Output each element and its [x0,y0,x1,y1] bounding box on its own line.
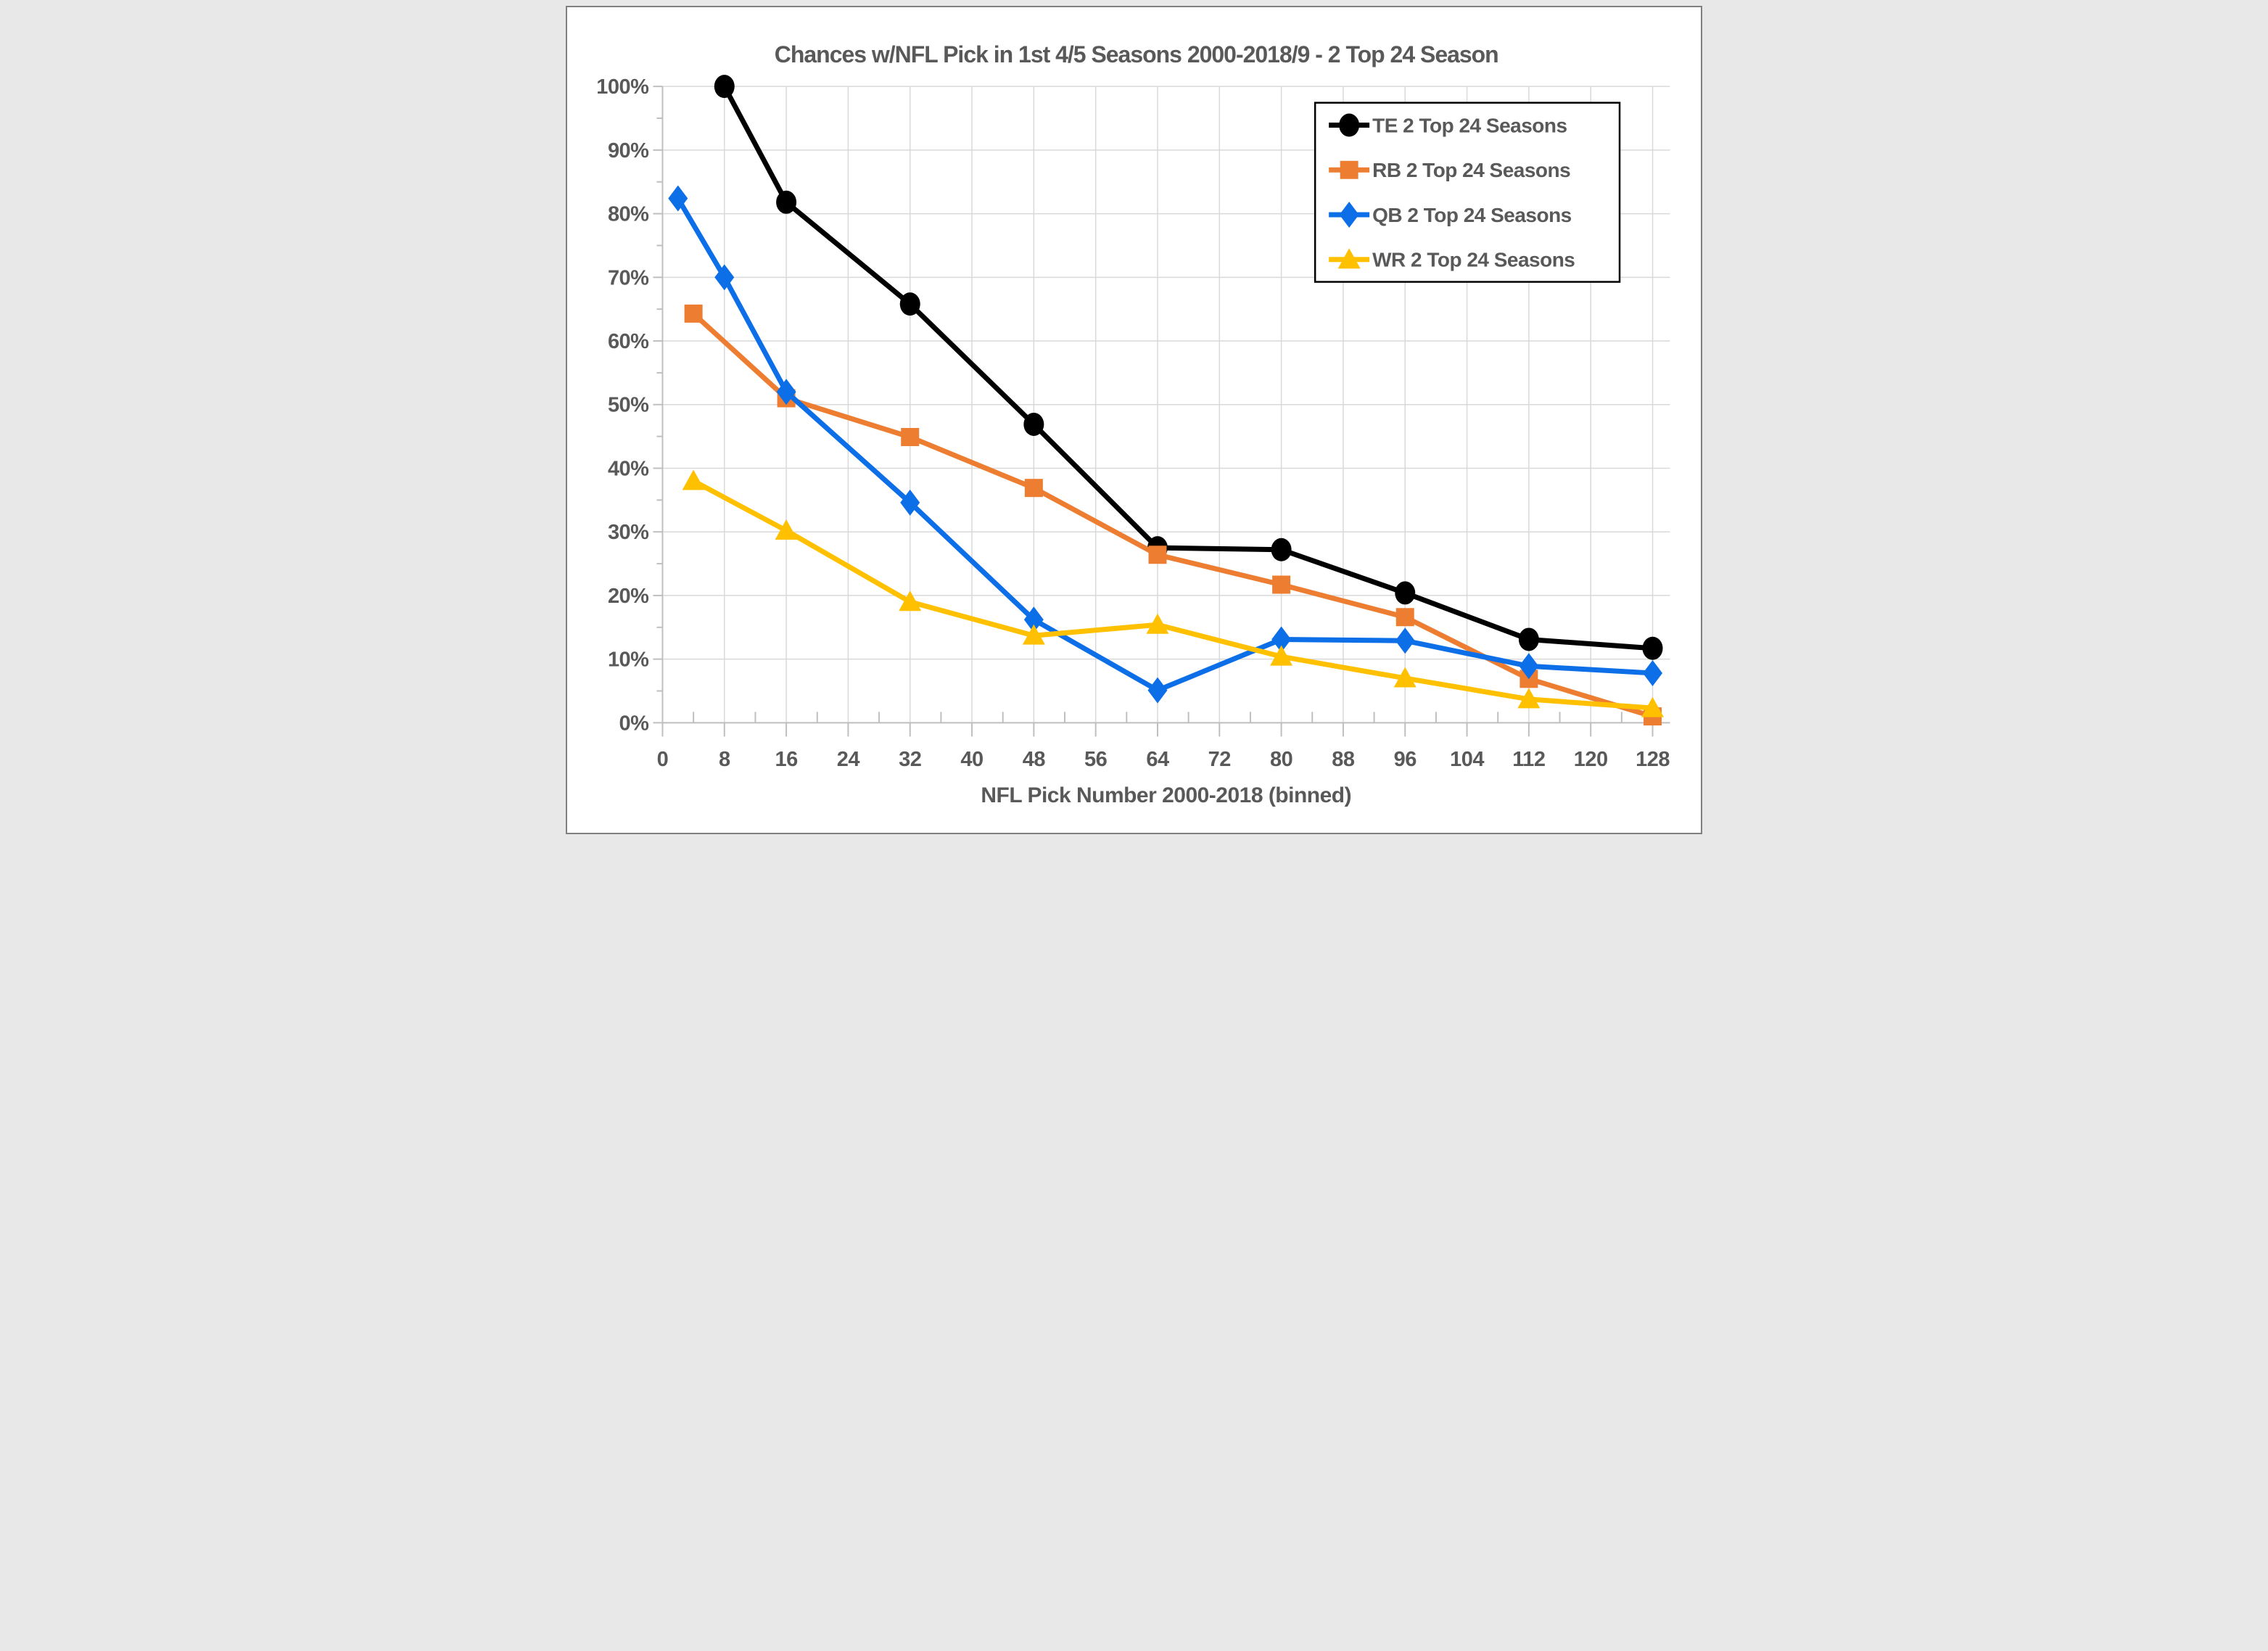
chart-title: Chances w/NFL Pick in 1st 4/5 Seasons 20… [775,41,1498,67]
legend-triangle-marker [1337,248,1361,269]
legend-label: WR 2 Top 24 Seasons [1372,249,1575,271]
y-tick-labels: 0% 10% 20% 30% 40% 50% 60% 70% 80% 90% 100% [596,75,649,735]
triangle-marker [1022,624,1045,645]
legend: TE 2 Top 24 Seasons RB 2 Top 24 Seasons QB… [1314,102,1621,283]
diamond-marker [1147,677,1168,704]
y-tick-label: 80% [608,203,649,226]
square-marker [1272,575,1291,594]
legend-circle-marker [1339,113,1360,137]
y-tick-label: 70% [608,266,649,289]
axes [661,86,1670,737]
y-tick-label: 30% [608,521,649,544]
triangle-marker [682,469,705,490]
x-tick-label: 40 [960,748,983,771]
x-tick-labels: 0 8 16 24 32 40 48 56 64 72 80 88 96 104 112 120 128 [657,748,1670,771]
y-tick-label: 20% [608,585,649,608]
y-tick-label: 60% [608,330,649,353]
legend-diamond-marker [1339,201,1359,228]
diamond-marker [1643,659,1663,686]
circle-marker [1023,412,1044,436]
series-line [675,196,1656,693]
x-tick-label: 16 [775,748,798,771]
x-tick-label: 104 [1450,748,1484,771]
series-wr [682,469,1665,717]
square-marker [1395,608,1414,627]
x-tick-label: 0 [657,748,669,771]
x-tick-label: 48 [1023,748,1046,771]
square-marker [901,427,920,446]
x-tick-label: 112 [1512,748,1545,771]
legend-label: TE 2 Top 24 Seasons [1372,115,1567,137]
circle-marker [1271,538,1292,561]
axis-ticks [653,86,1654,737]
circle-marker [776,190,797,214]
circle-marker [1642,636,1663,660]
x-tick-label: 72 [1208,748,1231,771]
x-tick-label: 88 [1332,748,1355,771]
square-marker [1148,545,1167,564]
triangle-marker [1146,613,1169,634]
legend-square-marker [1340,160,1358,179]
legend-item: QB 2 Top 24 Seasons [1329,201,1572,228]
circle-marker [899,292,920,316]
circle-marker [714,75,735,99]
legend-item: TE 2 Top 24 Seasons [1329,113,1567,137]
square-marker [1024,479,1043,498]
y-tick-label: 50% [608,394,649,417]
x-tick-label: 120 [1574,748,1608,771]
diamond-marker [1519,653,1539,680]
triangle-marker [1270,645,1293,666]
legend-box [1314,102,1621,283]
y-tick-label: 10% [608,649,649,672]
legend-item: RB 2 Top 24 Seasons [1329,159,1571,181]
triangle-marker [899,590,922,612]
triangle-marker [1517,688,1541,709]
x-tick-label: 80 [1270,748,1292,771]
triangle-marker [1641,696,1665,717]
triangle-marker [775,519,798,540]
line-chart: 0 8 16 24 32 40 48 56 64 72 80 88 96 104 112 120 128 0% 1… [596,41,1670,807]
triangle-marker [1393,667,1417,688]
diamond-marker [1395,627,1415,654]
chart-canvas: 0 8 16 24 32 40 48 56 64 72 80 88 96 104 112 120 128 0% 1… [566,6,1702,834]
data-series [668,75,1665,726]
x-tick-label: 56 [1084,748,1108,771]
y-tick-label: 0% [619,712,649,735]
legend-label: RB 2 Top 24 Seasons [1372,159,1570,181]
x-tick-label: 64 [1146,748,1169,771]
x-tick-label: 24 [837,748,860,771]
legend-label: QB 2 Top 24 Seasons [1372,204,1572,226]
x-tick-label: 32 [899,748,921,771]
x-axis-title: NFL Pick Number 2000-2018 (binned) [981,783,1351,807]
x-tick-label: 8 [719,748,730,771]
x-tick-label: 128 [1636,748,1670,771]
y-tick-label: 90% [608,139,649,162]
legend-item: WR 2 Top 24 Seasons [1329,248,1575,271]
series-line [690,310,1656,720]
circle-marker [1518,627,1539,651]
diamond-marker [714,264,735,291]
diamond-marker [1023,606,1044,633]
series-line [690,478,1656,711]
x-tick-label: 96 [1394,748,1417,771]
circle-marker [1395,581,1416,605]
y-tick-label: 40% [608,457,649,480]
y-tick-label: 100% [596,75,648,99]
square-marker [684,304,703,323]
